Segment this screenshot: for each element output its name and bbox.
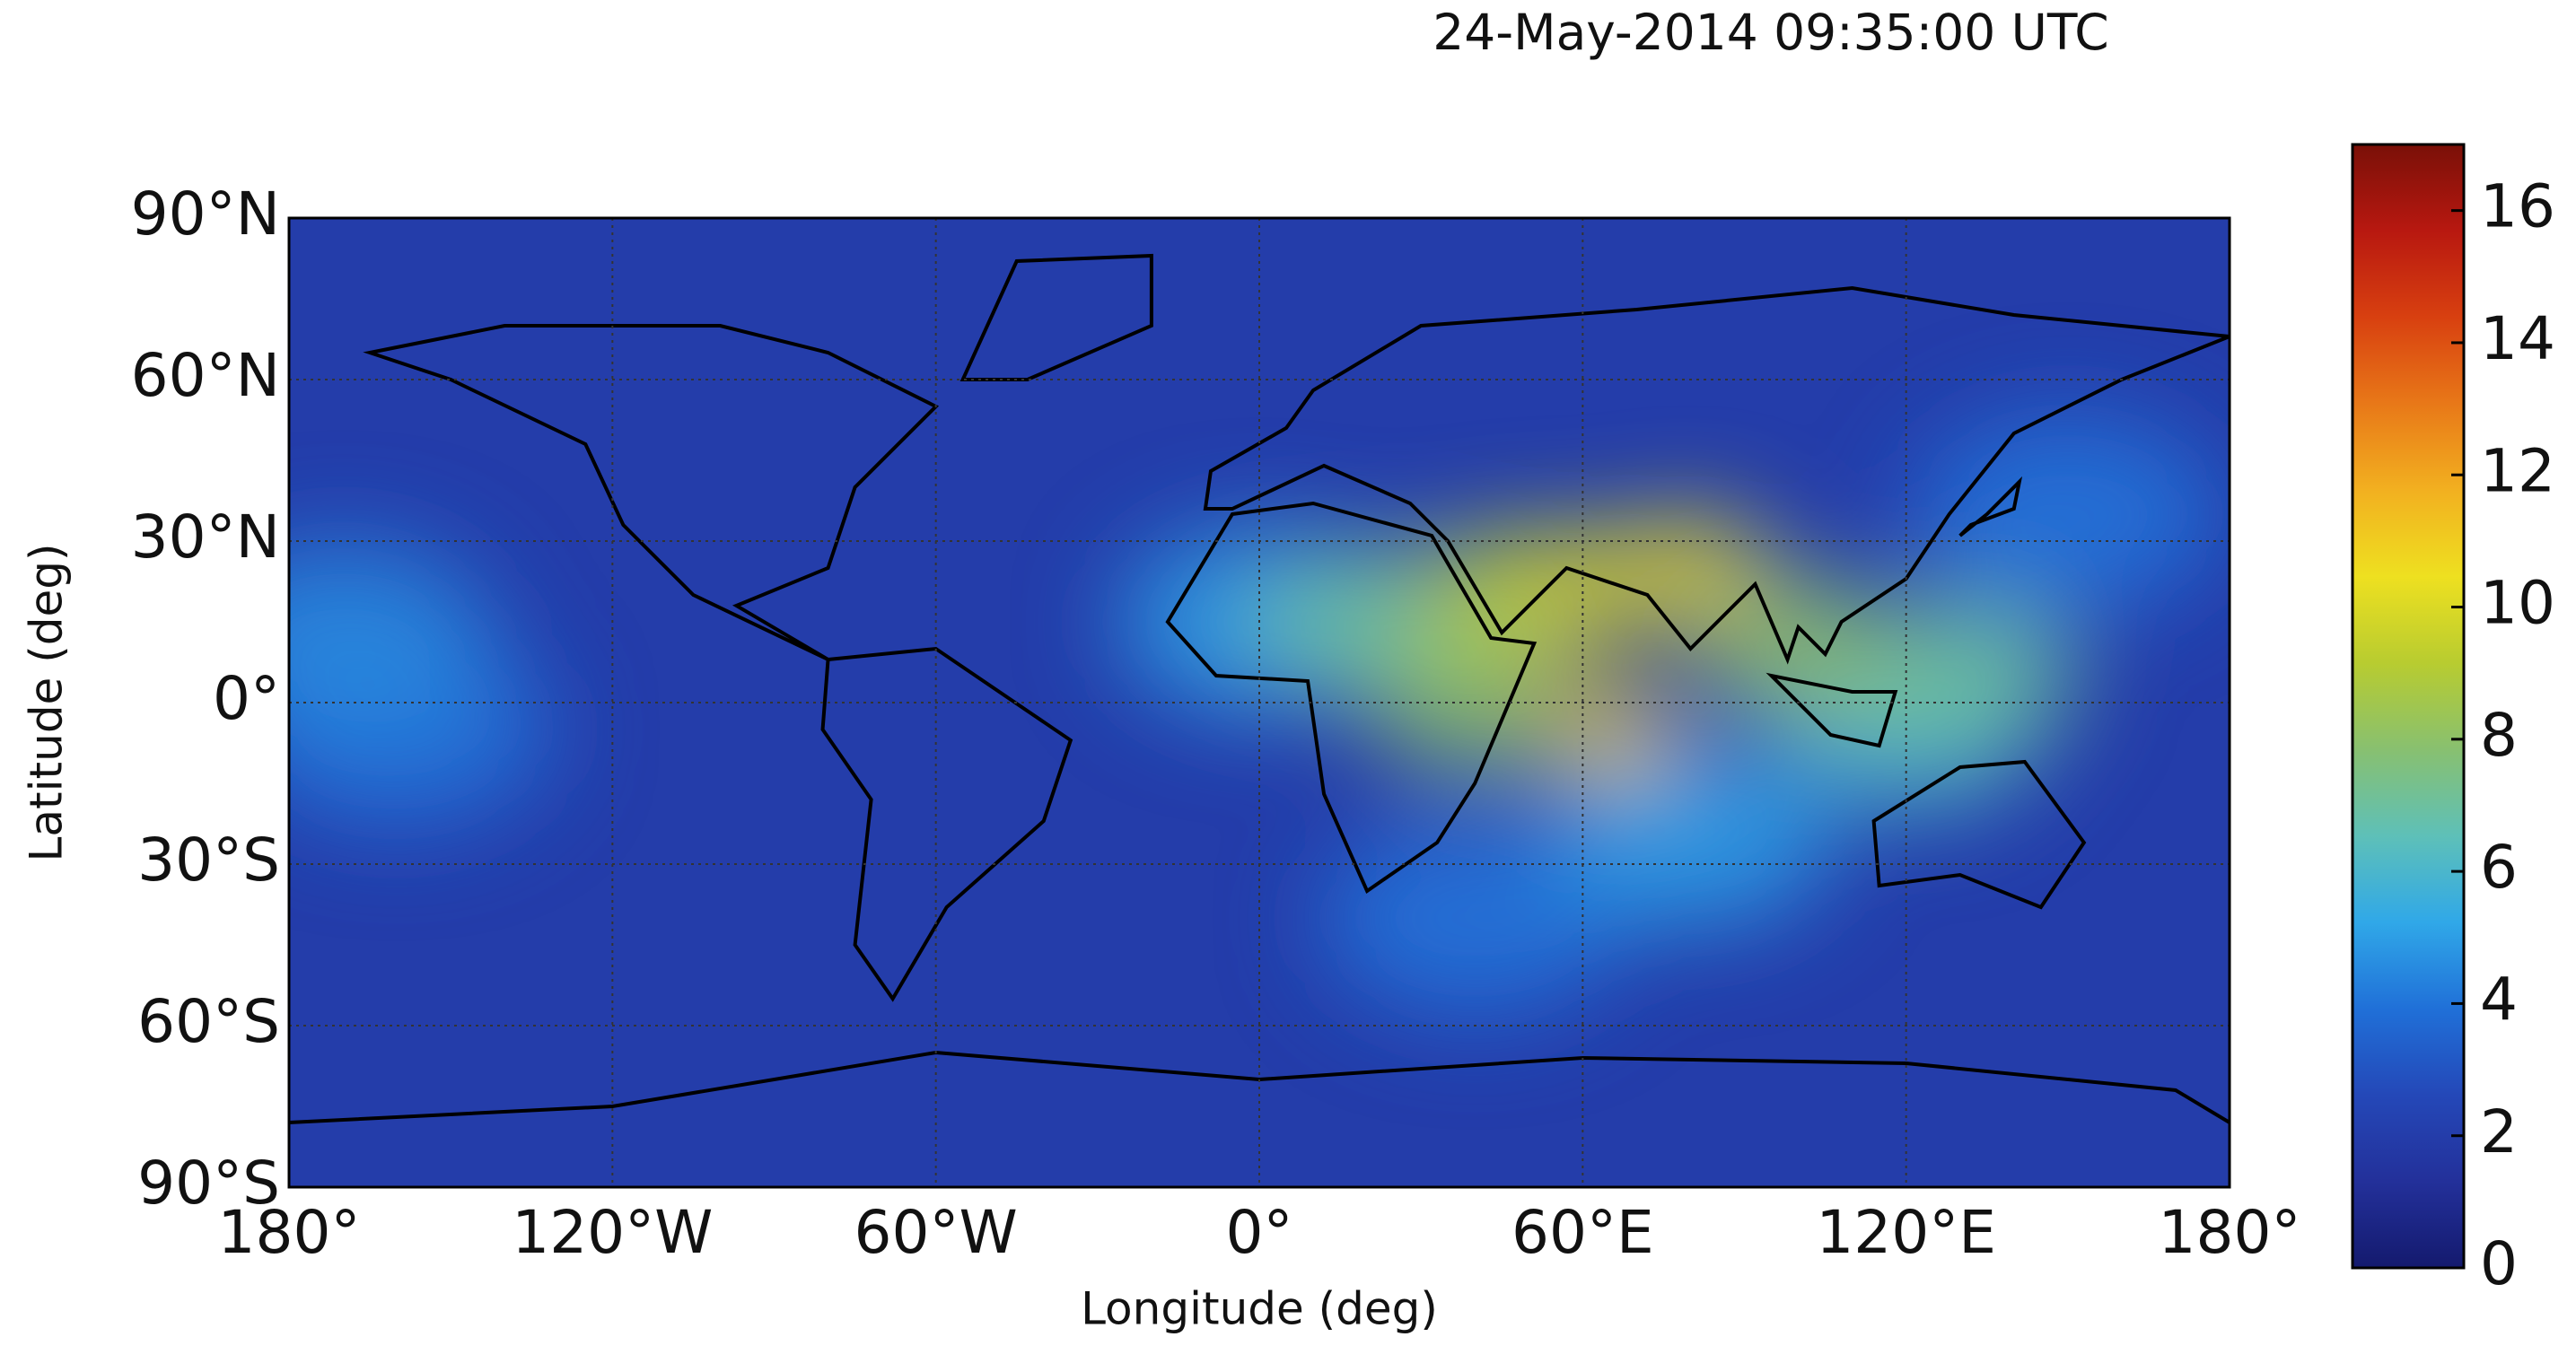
- coastline: [1203, 285, 2230, 665]
- colorbar-tick-label: 4: [2480, 965, 2518, 1034]
- coastline: [1871, 759, 2087, 910]
- y-tick-label: 60°S: [137, 987, 280, 1056]
- heatmap-field: [289, 218, 2230, 1187]
- chart-title: 24-May-2014 09:35:00 UTC: [1433, 4, 2108, 61]
- x-tick-label: 180°: [218, 1198, 361, 1267]
- x-axis-label: Longitude (deg): [1081, 1283, 1438, 1335]
- field-hotspot: [1548, 747, 1833, 928]
- colorbar-tick-label: 16: [2480, 172, 2555, 241]
- colorbar-tick-label: 2: [2480, 1097, 2518, 1166]
- x-tick-label: 120°E: [1816, 1198, 1996, 1267]
- y-tick-label: 30°S: [137, 826, 280, 895]
- colorbar-tick-label: 8: [2480, 701, 2518, 770]
- coastline: [363, 324, 940, 661]
- coastline: [289, 1050, 2230, 1124]
- y-tick-label: 90°N: [131, 179, 280, 249]
- y-tick-label: 30°N: [131, 502, 280, 572]
- x-tick-label: 60°W: [854, 1198, 1018, 1267]
- field-hotspot: [1843, 599, 2077, 752]
- coastline: [820, 646, 1073, 1002]
- x-tick-label: 180°: [2159, 1198, 2301, 1267]
- field-hotspot: [289, 544, 492, 732]
- x-tick-label: 60°E: [1511, 1198, 1654, 1267]
- x-tick-label: 0°: [1226, 1198, 1293, 1267]
- y-tick-label: 60°N: [131, 341, 280, 410]
- x-tick-label: 120°W: [512, 1198, 713, 1267]
- field-hotspot: [1543, 682, 1677, 777]
- y-tick-label: 90°S: [137, 1149, 280, 1218]
- plot-frame: [287, 216, 2231, 1189]
- colorbar-tick-label: 0: [2480, 1229, 2518, 1298]
- colorbar: 0 2 4 6 8 10 12 14 16: [2351, 143, 2555, 1298]
- field-hotspot: [1617, 517, 1764, 619]
- y-tick-label: 0°: [213, 664, 280, 733]
- colorbar-tick-label: 10: [2480, 569, 2555, 638]
- field-hotspot: [1913, 416, 2222, 612]
- colorbar-tick-label: 14: [2480, 304, 2555, 373]
- colorbar-tick-label: 12: [2480, 436, 2555, 505]
- y-axis-label: Latitude (deg): [21, 544, 73, 862]
- colorbar-scale: [2351, 143, 2466, 1270]
- colorbar-tick-label: 6: [2480, 833, 2518, 902]
- coastlines: [289, 253, 2230, 1124]
- coastline: [1958, 476, 2023, 537]
- coastline: [1165, 501, 1538, 895]
- coastline: [1766, 672, 1898, 748]
